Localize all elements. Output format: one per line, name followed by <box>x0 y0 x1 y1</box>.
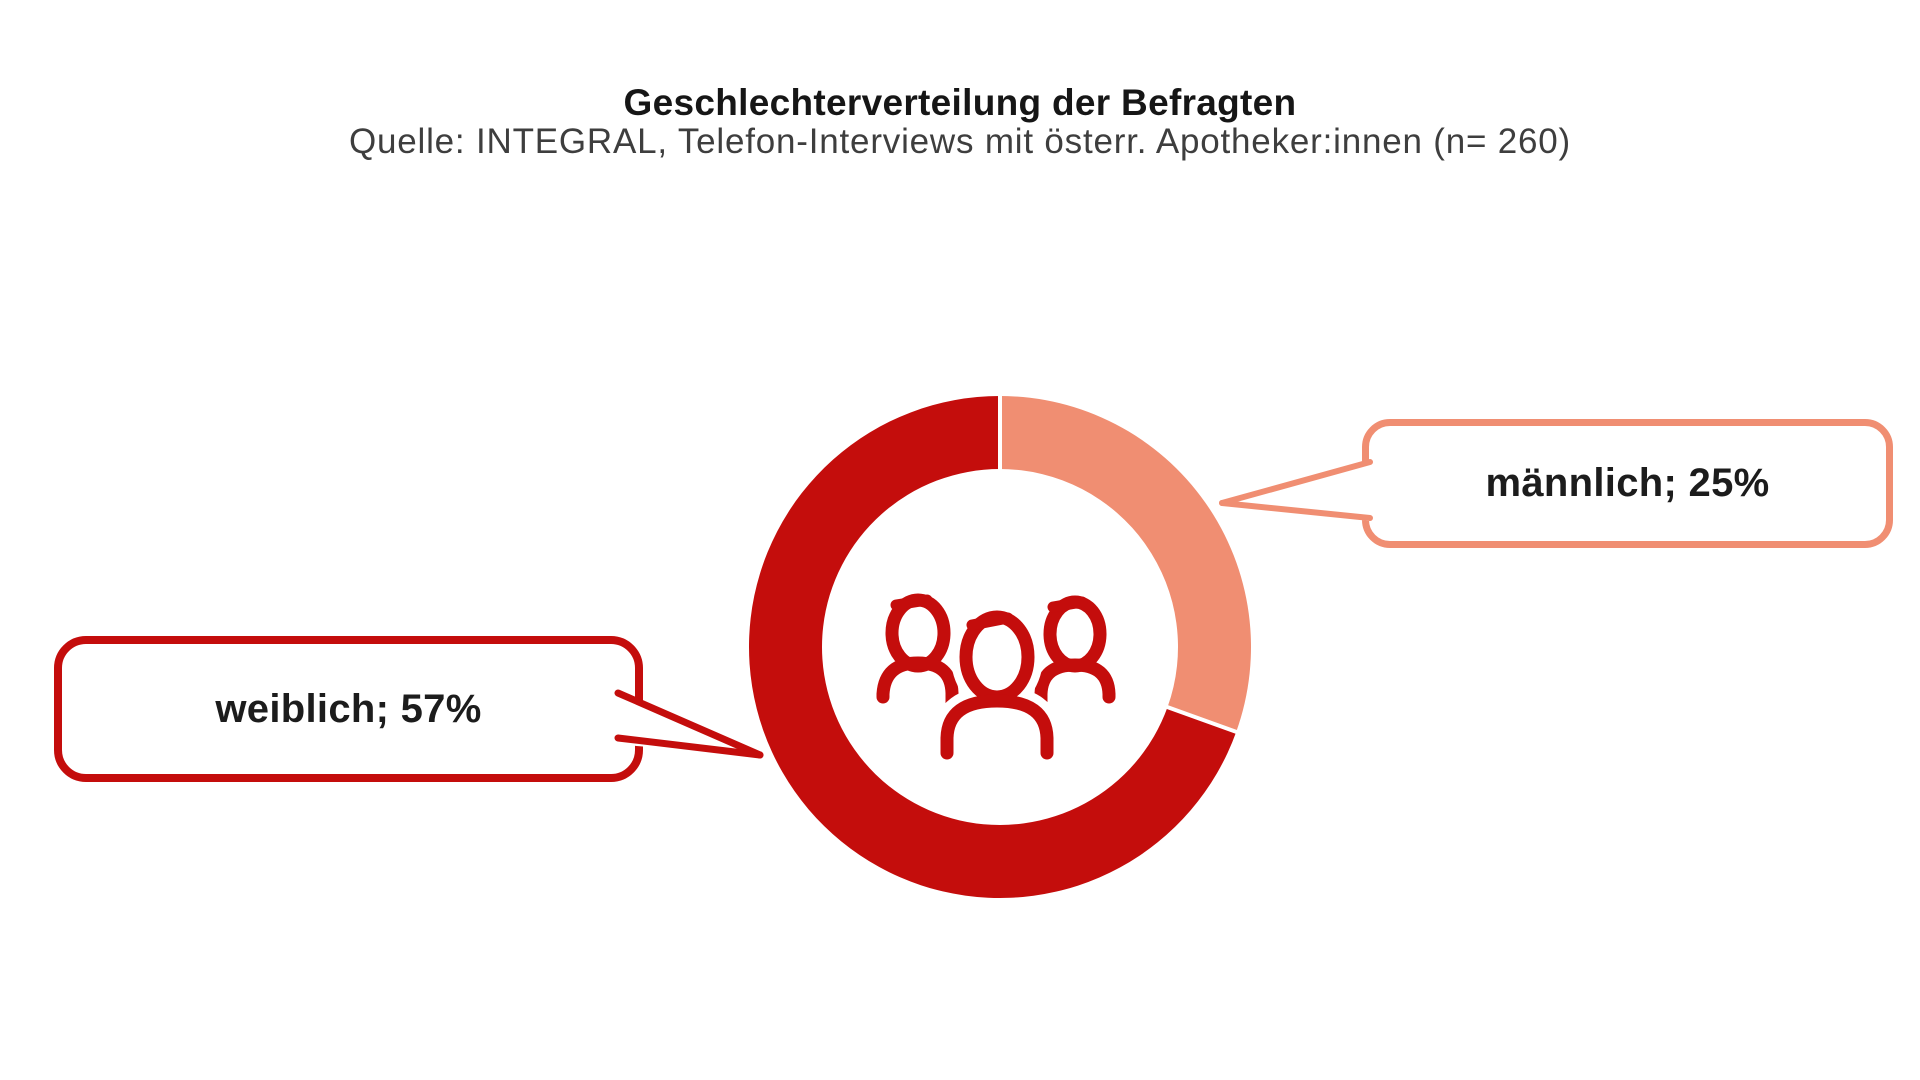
person-center-halo <box>932 602 1062 768</box>
person-right-icon <box>1034 595 1116 724</box>
people-group-icon <box>876 593 1116 768</box>
person-left-icon <box>876 593 959 724</box>
person-center-icon <box>940 610 1054 760</box>
callout-maennlich-pointer <box>1219 458 1378 522</box>
donut-segments <box>749 393 1251 898</box>
callout-maennlich-label: männlich; 25% <box>1485 461 1770 505</box>
donut-segment-männlich <box>1000 396 1251 732</box>
chart-subtitle: Quelle: INTEGRAL, Telefon-Interviews mit… <box>348 122 1572 161</box>
donut-segment-weiblich <box>749 396 1237 898</box>
segment-separator <box>1164 704 1240 735</box>
callout-weiblich: weiblich; 57% <box>54 636 643 782</box>
chart-title: Geschlechterverteilung der Befragten <box>623 82 1297 123</box>
callout-maennlich: männlich; 25% <box>1362 419 1893 548</box>
callout-weiblich-label: weiblich; 57% <box>215 686 482 731</box>
